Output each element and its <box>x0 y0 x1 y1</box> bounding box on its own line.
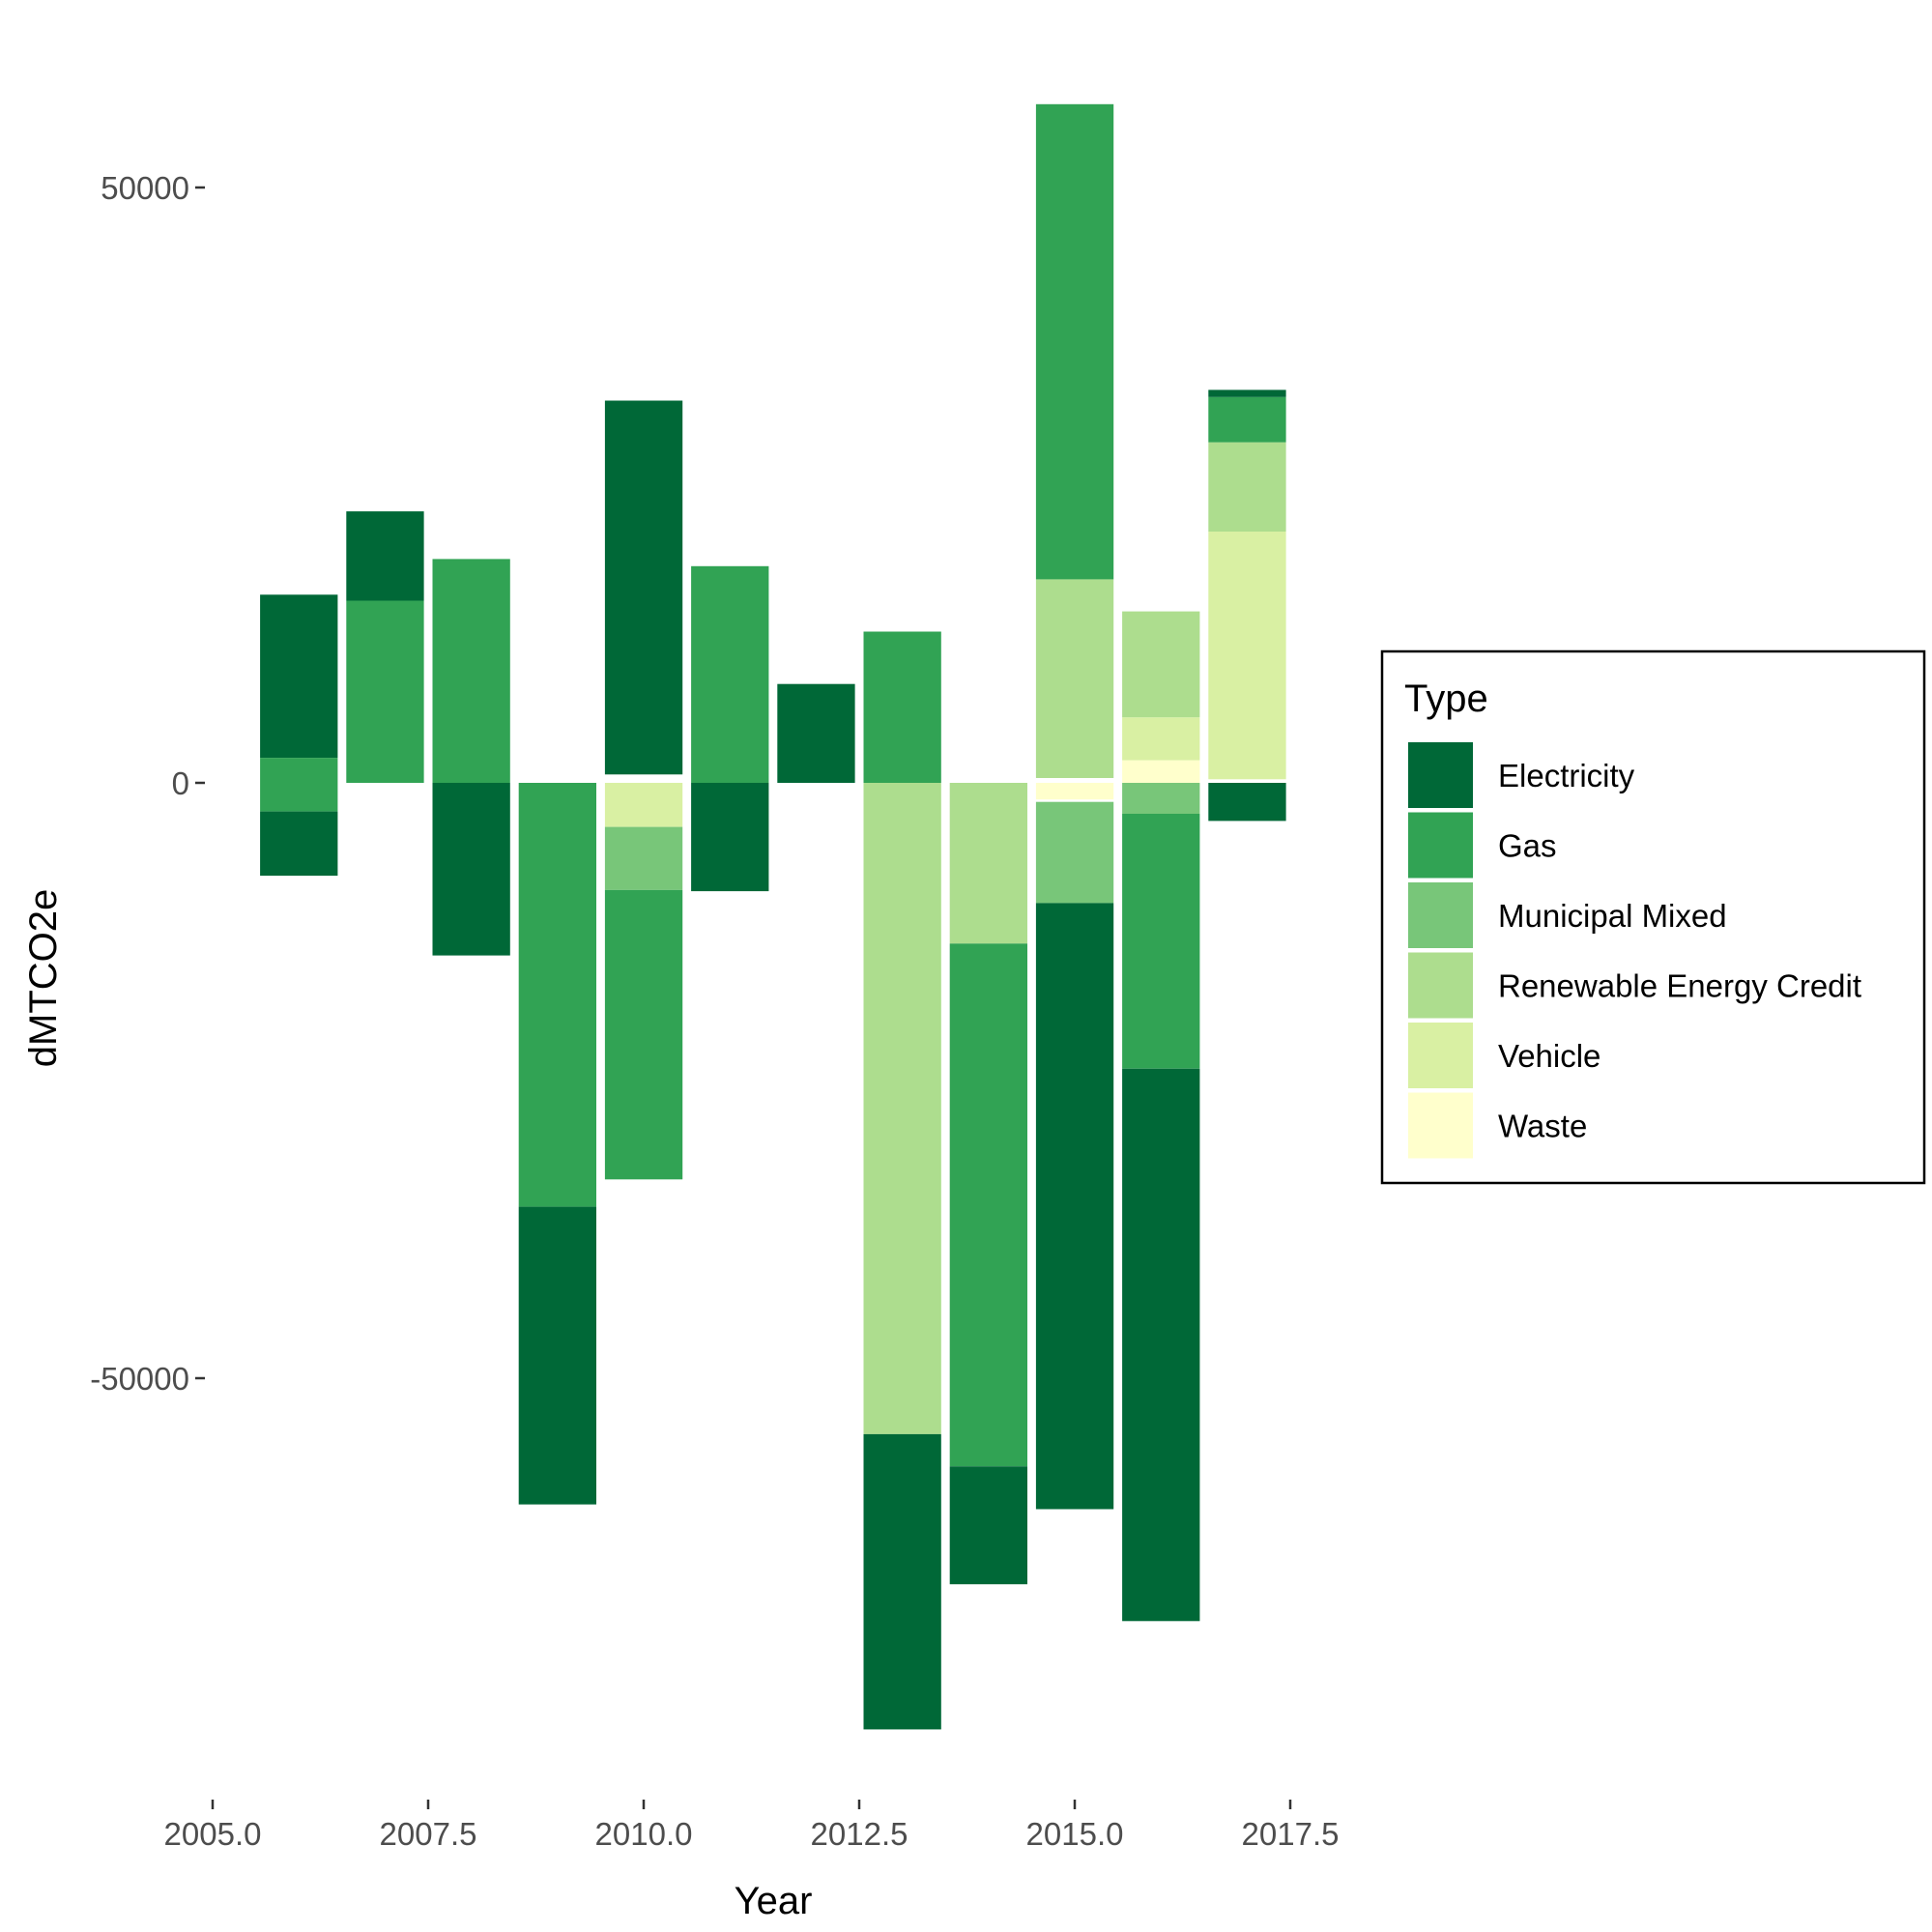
bar-segment-2012-electricity <box>777 683 855 783</box>
bar-segment-2017-vehicle <box>1208 532 1286 780</box>
y-axis: 50000 0 -50000 <box>90 170 205 1397</box>
legend-key-municipal-mixed <box>1408 882 1473 948</box>
bar-segment-2010-municipal-mixed <box>604 826 683 890</box>
x-tick-label: 2017.5 <box>1242 1816 1340 1852</box>
bar-segment-2016-electricity <box>1122 1068 1200 1622</box>
bar-segment-2017-renewable-energy-credit <box>1208 442 1286 532</box>
x-axis-title: Year <box>735 1880 813 1922</box>
legend-key-electricity <box>1408 742 1473 808</box>
legend-items: Electricity Gas Municipal Mixed Renewable E… <box>1408 742 1861 1159</box>
y-axis-title: dMTCO2e <box>22 889 65 1068</box>
bar-segment-2010-electricity <box>604 400 683 775</box>
bar-segment-2016-vehicle <box>1122 717 1200 761</box>
bar-segment-2015-renewable-energy-credit <box>1035 579 1114 778</box>
bar-segment-2013-gas <box>863 631 941 783</box>
bar-segment-2017-electricity <box>1208 389 1286 397</box>
legend-label-vehicle: Vehicle <box>1498 1038 1600 1074</box>
bar-segment-2016-gas <box>1122 814 1200 1069</box>
bar-segment-2015-municipal-mixed <box>1035 801 1114 904</box>
legend-key-vehicle <box>1408 1023 1473 1088</box>
legend-label-gas: Gas <box>1498 828 1557 864</box>
bar-segment-2016-waste <box>1122 760 1200 783</box>
bars-layer <box>260 103 1286 1730</box>
bar-segment-2008-gas <box>432 559 510 783</box>
bar-segment-2014-gas <box>949 943 1027 1467</box>
x-tick-label: 2015.0 <box>1026 1816 1124 1852</box>
y-tick-label: -50000 <box>90 1361 189 1397</box>
bar-segment-2008-electricity <box>432 783 510 956</box>
legend-key-renewable-energy-credit <box>1408 952 1473 1019</box>
bar-segment-2017-electricity <box>1208 783 1286 822</box>
x-tick-label: 2010.0 <box>595 1816 693 1852</box>
legend-label-electricity: Electricity <box>1498 758 1635 793</box>
bar-segment-2016-municipal-mixed <box>1122 783 1200 814</box>
x-axis: 2005.0 2007.5 2010.0 2012.5 2015.0 2017.5 <box>164 1800 1340 1852</box>
bar-segment-2006-gas <box>260 758 338 812</box>
y-tick-label: 50000 <box>101 170 189 206</box>
bar-segment-2011-gas <box>691 565 769 783</box>
y-tick-label: 0 <box>172 765 189 801</box>
bar-segment-2016-renewable-energy-credit <box>1122 611 1200 718</box>
bar-segment-2013-renewable-energy-credit <box>863 783 941 1434</box>
legend-label-waste: Waste <box>1498 1109 1587 1144</box>
legend-key-waste <box>1408 1092 1473 1159</box>
bar-segment-2007-gas <box>346 600 424 783</box>
bar-segment-2006-electricity <box>260 594 338 759</box>
bar-segment-2011-electricity <box>691 783 769 892</box>
bar-segment-2007-electricity <box>346 511 424 601</box>
bar-segment-2014-electricity <box>949 1466 1027 1585</box>
bar-segment-2009-gas <box>518 783 596 1207</box>
x-tick-label: 2007.5 <box>380 1816 477 1852</box>
bar-segment-2015-waste <box>1035 783 1114 800</box>
bar-segment-2015-electricity <box>1035 903 1114 1510</box>
legend-label-renewable-energy-credit: Renewable Energy Credit <box>1498 968 1861 1004</box>
bar-segment-2013-electricity <box>863 1433 941 1730</box>
bar-segment-2017-gas <box>1208 396 1286 443</box>
legend-title: Type <box>1404 678 1488 720</box>
bar-segment-2015-gas <box>1035 103 1114 580</box>
x-tick-label: 2005.0 <box>164 1816 262 1852</box>
bar-segment-2010-vehicle <box>604 783 683 827</box>
legend: Type Electricity Gas Municipal Mixed Renewa… <box>1380 649 1926 1185</box>
bar-segment-2010-gas <box>604 889 683 1180</box>
x-tick-label: 2012.5 <box>811 1816 908 1852</box>
bar-segment-2006-electricity <box>260 811 338 877</box>
bar-segment-2014-renewable-energy-credit <box>949 783 1027 944</box>
legend-label-municipal-mixed: Municipal Mixed <box>1498 898 1727 934</box>
legend-key-gas <box>1408 812 1473 879</box>
bar-segment-2009-electricity <box>518 1206 596 1505</box>
